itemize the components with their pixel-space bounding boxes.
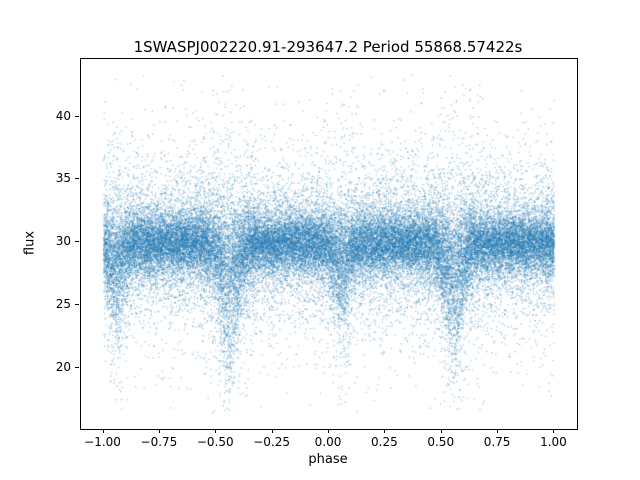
y-axis-label: flux	[22, 230, 38, 256]
y-tick	[75, 241, 79, 243]
x-tick-label: 0.75	[483, 435, 511, 449]
x-tick	[158, 429, 160, 433]
x-axis-label: phase	[308, 452, 348, 467]
x-tick	[328, 429, 329, 433]
x-tick-label: 0.50	[427, 435, 455, 449]
x-tick-label: −1.00	[84, 435, 121, 449]
y-tick	[75, 303, 79, 305]
x-tick-label: −0.50	[196, 435, 234, 449]
plot-title: 1SWASPJ002220.91-293647.2 Period 55868.5…	[133, 38, 523, 56]
x-tick-label: −0.75	[140, 435, 178, 449]
y-tick-label: 25	[55, 296, 71, 311]
x-tick	[215, 429, 217, 433]
x-tick	[102, 429, 104, 433]
axes	[80, 58, 578, 430]
y-tick	[75, 178, 79, 180]
x-tick-label: −0.25	[253, 435, 291, 449]
y-tick-label: 40	[55, 108, 71, 123]
y-tick	[75, 115, 79, 117]
x-tick	[271, 429, 273, 433]
y-tick-label: 35	[55, 171, 71, 186]
x-tick-label: 0.00	[314, 435, 342, 449]
x-tick	[553, 429, 555, 433]
y-tick	[75, 366, 79, 368]
x-tick	[384, 429, 386, 433]
x-tick-label: 0.25	[371, 435, 398, 449]
y-tick-label: 30	[55, 234, 71, 249]
x-tick-label: 1.00	[540, 435, 567, 449]
scatter-points	[81, 59, 577, 429]
x-tick	[440, 429, 442, 433]
x-tick	[497, 429, 499, 433]
y-tick-label: 20	[55, 359, 71, 374]
